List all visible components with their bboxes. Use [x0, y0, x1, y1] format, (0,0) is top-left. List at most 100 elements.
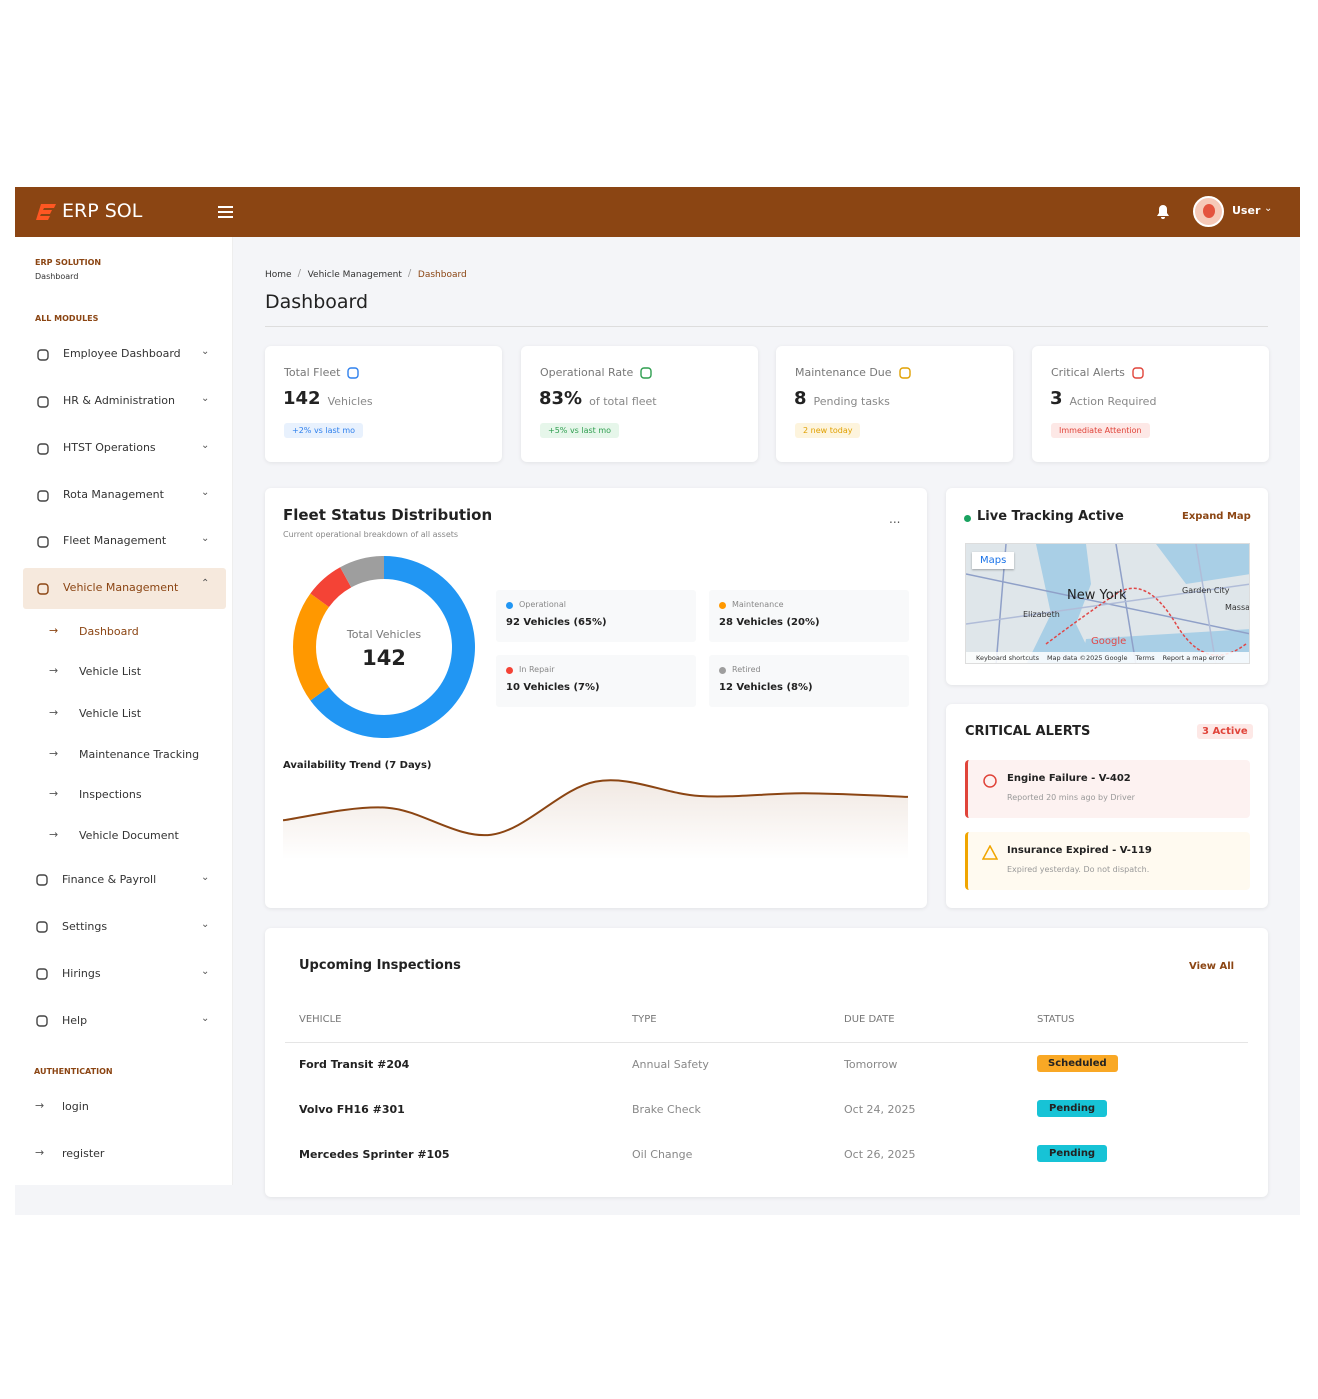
- fleet-menu[interactable]: ...: [889, 512, 901, 526]
- tracking-title: Live Tracking Active: [977, 509, 1124, 524]
- menu-caret: ⌄: [201, 966, 210, 977]
- map-footer-item[interactable]: Keyboard shortcuts: [976, 654, 1039, 662]
- notifications[interactable]: [1155, 204, 1171, 220]
- icon: [37, 443, 49, 455]
- column-header: STATUS: [1037, 1014, 1075, 1025]
- donut-segment: [293, 593, 329, 701]
- auth-item[interactable]: register: [62, 1147, 105, 1160]
- stat-card: Critical Alerts 3 Action Required Immediate…: [1032, 346, 1269, 462]
- stat-unit: Vehicles: [327, 395, 373, 408]
- menu-item[interactable]: Vehicle Management ⌃: [23, 568, 226, 609]
- icon: [37, 490, 49, 502]
- menu-item[interactable]: Finance & Payroll: [62, 873, 157, 886]
- submenu-item[interactable]: Vehicle List: [79, 707, 142, 720]
- stat-label: Critical Alerts: [1051, 366, 1125, 379]
- breadcrumb-item[interactable]: Home: [265, 270, 292, 280]
- alert-item[interactable]: Insurance Expired - V-119 Expired yesterd…: [965, 832, 1250, 890]
- stat-label: Operational Rate: [540, 366, 634, 379]
- view-all[interactable]: View All: [1189, 961, 1235, 972]
- menu-bar: [218, 211, 233, 213]
- menu-item[interactable]: Rota Management ⌄: [23, 475, 226, 516]
- avatar-face: [1203, 204, 1215, 218]
- map[interactable]: Maps New York Elizabeth Garden City Massa Goo…: [965, 543, 1250, 664]
- breadcrumb-sep: /: [297, 268, 301, 279]
- alert-title: Insurance Expired - V-119: [1007, 845, 1152, 856]
- menu-item[interactable]: HR & Administration ⌄: [23, 381, 226, 422]
- donut-center-value: 142: [362, 646, 406, 670]
- column-header: TYPE: [632, 1014, 657, 1025]
- submenu-item[interactable]: Dashboard: [79, 625, 139, 638]
- icon-shape: [37, 396, 49, 408]
- icon: [36, 874, 48, 886]
- stat-unit: of total fleet: [589, 395, 657, 408]
- status-box: Operational 92 Vehicles (65%): [496, 590, 696, 642]
- avatar[interactable]: [1193, 196, 1224, 227]
- stat-value: 8: [794, 388, 807, 409]
- menu-label: HTST Operations: [63, 441, 156, 454]
- alert-detail: Reported 20 mins ago by Driver: [1007, 793, 1135, 802]
- status-name: Retired: [732, 665, 761, 674]
- breadcrumb-item[interactable]: Vehicle Management: [307, 270, 402, 280]
- map-button[interactable]: Maps: [972, 552, 1015, 569]
- map-label: Elizabeth: [1023, 610, 1060, 619]
- submenu-item[interactable]: Vehicle List: [79, 665, 142, 678]
- stat-unit: Action Required: [1069, 395, 1157, 408]
- menu-toggle[interactable]: [218, 205, 234, 219]
- menu-item[interactable]: Fleet Management ⌄: [23, 521, 226, 562]
- map-footer: Keyboard shortcuts Map data ©2025 Google T…: [966, 652, 1249, 663]
- alerts-badge: 3 Active: [1197, 724, 1253, 739]
- header-rule: [285, 1042, 1248, 1043]
- icon: [347, 367, 360, 379]
- status-name: Maintenance: [732, 600, 784, 609]
- menu-item[interactable]: Hirings: [62, 967, 101, 980]
- menu-caret: ⌄: [201, 487, 210, 498]
- auth-item[interactable]: login: [62, 1100, 89, 1113]
- user-name[interactable]: User: [1232, 204, 1261, 217]
- status-name: In Repair: [519, 665, 555, 674]
- submenu-item[interactable]: Maintenance Tracking: [79, 748, 200, 761]
- stat-badge: 2 new today: [795, 423, 861, 438]
- icon-shape: [36, 1015, 48, 1027]
- menu-item[interactable]: Employee Dashboard ⌄: [23, 334, 226, 375]
- column-header: DUE DATE: [844, 1014, 895, 1025]
- menu-label: Vehicle Management: [63, 581, 179, 594]
- alert-icon: [982, 845, 998, 860]
- alerts-card: CRITICAL ALERTS 3 Active Engine Failure - …: [946, 704, 1268, 908]
- map-footer-item[interactable]: Report a map error: [1162, 654, 1225, 662]
- alert-icon-shape: [983, 774, 997, 788]
- donut-chart: [293, 556, 475, 738]
- icon: [1132, 367, 1144, 379]
- icon: [37, 536, 49, 548]
- menu-item[interactable]: HTST Operations ⌄: [23, 428, 226, 469]
- auth-arrow: →: [35, 1099, 45, 1112]
- map-footer-item[interactable]: Map data ©2025 Google: [1046, 654, 1128, 662]
- fleet-subtitle: Current operational breakdown of all ass…: [283, 530, 459, 539]
- status-dot: [719, 602, 726, 609]
- table-cell: Oil Change: [632, 1148, 693, 1161]
- menu-item[interactable]: Help: [62, 1014, 88, 1027]
- table-cell: Ford Transit #204: [299, 1058, 410, 1071]
- stat-value: 142: [283, 388, 321, 409]
- submenu-arrow: →: [49, 747, 59, 760]
- logo-icon: [36, 204, 56, 220]
- table-cell: Oct 26, 2025: [844, 1148, 916, 1161]
- brand: ERP SOL: [62, 200, 143, 222]
- submenu-arrow: →: [49, 664, 59, 677]
- status-name: Operational: [519, 600, 566, 609]
- table-cell: Mercedes Sprinter #105: [299, 1148, 450, 1161]
- auth-label: AUTHENTICATION: [34, 1067, 113, 1076]
- breadcrumb-sep: /: [407, 268, 412, 279]
- status-box: In Repair 10 Vehicles (7%): [496, 655, 696, 707]
- submenu-item[interactable]: Vehicle Document: [79, 829, 179, 842]
- fleet-title: Fleet Status Distribution: [283, 506, 493, 524]
- map-footer-item[interactable]: Terms: [1135, 654, 1155, 662]
- icon: [37, 583, 49, 595]
- icon-shape: [36, 874, 48, 886]
- status-box: Retired 12 Vehicles (8%): [709, 655, 909, 707]
- menu-caret: ⌄: [201, 919, 210, 930]
- alert-title: Engine Failure - V-402: [1007, 773, 1131, 784]
- submenu-item[interactable]: Inspections: [79, 788, 142, 801]
- alert-item[interactable]: Engine Failure - V-402 Reported 20 mins a…: [965, 760, 1250, 818]
- menu-item[interactable]: Settings: [62, 920, 108, 933]
- expand-map[interactable]: Expand Map: [1182, 511, 1251, 522]
